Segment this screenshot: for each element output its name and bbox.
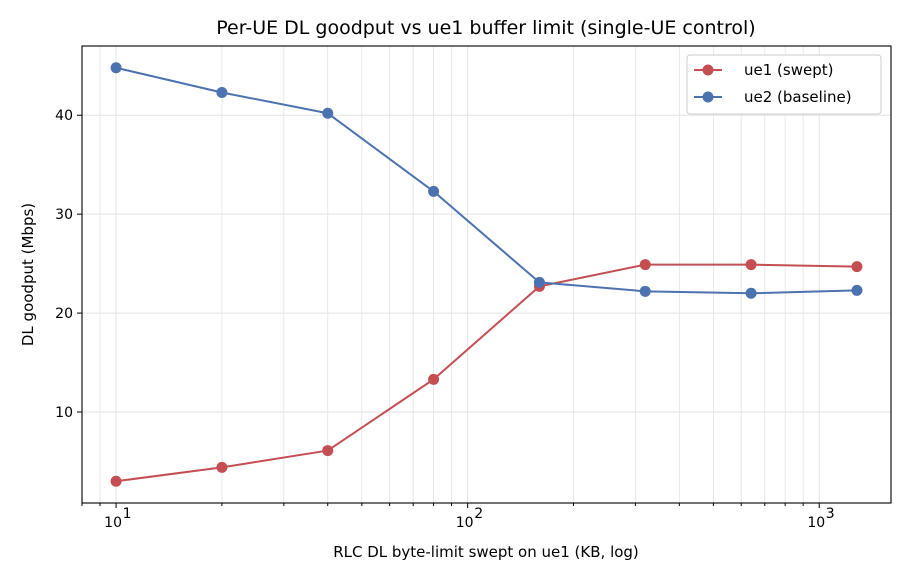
legend-ue1-marker [702, 64, 714, 76]
data-point-ue1 [322, 445, 334, 457]
y-tick-label: 10 [55, 405, 73, 421]
data-point-ue1 [745, 259, 757, 271]
legend: ue1 (swept) ue2 (baseline) [686, 54, 882, 115]
series-line-ue2 [115, 66, 857, 295]
y-tick-label: 20 [55, 306, 73, 322]
data-point-ue2 [533, 276, 545, 288]
data-point-ue1 [428, 373, 440, 385]
y-tick-label: 30 [55, 207, 73, 223]
data-point-ue1 [216, 461, 228, 473]
x-tick-label-exponent: 3 [826, 506, 835, 522]
legend-ue2-label: ue2 (baseline) [744, 88, 852, 106]
series-group [110, 62, 863, 487]
legend-ue1-label: ue1 (swept) [744, 61, 833, 79]
x-tick-label: 10 [807, 515, 825, 531]
series-line-ue1 [115, 263, 857, 483]
data-point-ue1 [110, 475, 122, 487]
data-point-ue1 [639, 259, 651, 271]
x-tick-label-exponent: 2 [474, 506, 483, 522]
data-point-ue2 [110, 62, 122, 74]
data-point-ue2 [851, 284, 863, 296]
data-point-ue2 [639, 285, 651, 297]
legend-box [686, 54, 882, 115]
data-point-ue1 [851, 261, 863, 273]
x-tick-label-exponent: 1 [123, 506, 132, 522]
y-axis-label: DL goodput (Mbps) [19, 203, 37, 346]
legend-ue2-marker [702, 91, 714, 103]
chart-title: Per-UE DL goodput vs ue1 buffer limit (s… [216, 17, 755, 39]
data-point-ue2 [216, 86, 228, 98]
x-tick-label: 10 [104, 515, 122, 531]
data-point-ue2 [322, 107, 334, 119]
x-tick-label: 10 [456, 515, 474, 531]
data-point-ue2 [428, 185, 440, 197]
x-axis-label: RLC DL byte-limit swept on ue1 (KB, log) [333, 543, 639, 561]
data-point-ue2 [745, 287, 757, 299]
plot-area-frame [81, 45, 892, 504]
y-tick-label: 40 [55, 108, 73, 124]
grid-lines [81, 46, 891, 503]
